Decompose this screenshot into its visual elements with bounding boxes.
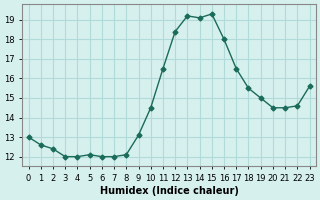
X-axis label: Humidex (Indice chaleur): Humidex (Indice chaleur)	[100, 186, 238, 196]
